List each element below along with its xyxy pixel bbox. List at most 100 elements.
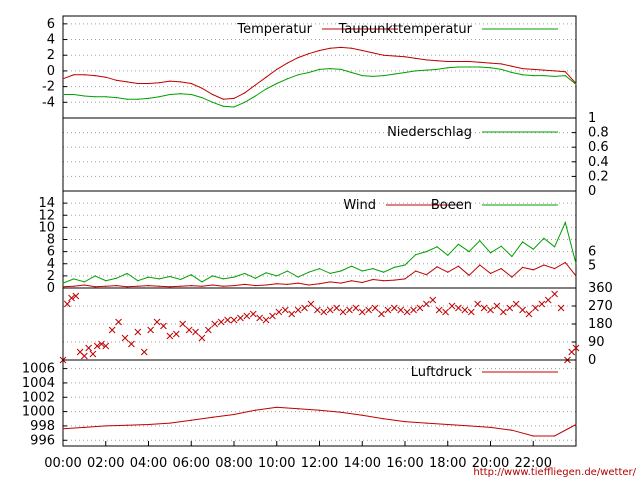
data-point-x — [544, 296, 552, 304]
data-point — [94, 75, 96, 77]
data-point — [115, 284, 118, 287]
data-point — [126, 272, 128, 275]
data-point-x — [85, 344, 93, 352]
data-point-x — [63, 300, 71, 308]
data-point — [532, 248, 534, 250]
data-point — [350, 280, 353, 282]
data-point — [554, 70, 556, 72]
y-tick-label: 6 — [47, 245, 55, 260]
data-point — [83, 95, 85, 97]
data-point-x — [442, 308, 449, 316]
data-point — [329, 281, 331, 283]
data-point — [361, 49, 363, 52]
data-point — [457, 265, 460, 267]
data-point-x — [166, 332, 174, 340]
y-tick-label: 12 — [38, 208, 55, 223]
data-point — [158, 82, 160, 84]
data-point — [212, 275, 214, 277]
data-point-x — [147, 326, 154, 334]
data-point — [244, 101, 246, 103]
data-point-x — [532, 304, 539, 312]
data-point-x — [429, 296, 437, 304]
x-tick-label: 02:00 — [87, 456, 124, 471]
data-point-x — [281, 306, 289, 314]
data-point-x — [256, 314, 264, 322]
data-point — [340, 282, 342, 284]
data-point-x — [390, 304, 398, 312]
legend-label: Niederschlag — [387, 125, 472, 140]
data-point-x — [102, 342, 110, 350]
data-point — [318, 49, 321, 52]
data-point — [404, 421, 406, 423]
data-point — [318, 283, 321, 285]
data-point — [190, 419, 192, 421]
data-point — [404, 278, 406, 280]
x-tick-label: 06:00 — [173, 456, 210, 471]
data-point — [489, 252, 492, 254]
data-point — [554, 246, 556, 248]
data-point — [532, 435, 534, 437]
data-point — [158, 96, 160, 98]
data-point — [233, 97, 235, 99]
data-point — [308, 71, 310, 74]
data-point — [425, 274, 427, 276]
data-point — [201, 281, 203, 283]
y-tick-label: 5 — [588, 259, 596, 274]
data-point — [115, 277, 118, 279]
data-point — [340, 46, 342, 48]
data-point-x — [269, 312, 276, 320]
data-point — [308, 284, 310, 286]
data-point — [340, 68, 342, 70]
data-point — [532, 75, 534, 77]
data-point — [276, 68, 278, 70]
data-point-x — [140, 348, 148, 356]
data-point — [575, 263, 577, 265]
data-point — [350, 265, 353, 267]
data-point — [137, 98, 139, 100]
y-tick-label: 1000 — [22, 405, 55, 420]
data-point — [286, 270, 289, 272]
data-point-x — [115, 318, 122, 326]
data-point-x — [519, 306, 526, 314]
data-point — [457, 66, 460, 68]
data-point — [158, 278, 160, 280]
data-point — [511, 255, 513, 258]
y-tick-label: 90 — [588, 335, 605, 350]
data-point — [254, 277, 256, 279]
data-point-x — [160, 322, 167, 330]
data-point — [222, 98, 224, 100]
x-tick-label: 12:00 — [301, 456, 338, 471]
data-point — [212, 101, 214, 103]
data-point — [169, 80, 171, 82]
data-point — [254, 409, 256, 411]
data-point — [222, 105, 224, 107]
data-point-x — [467, 308, 475, 316]
data-point — [329, 47, 331, 49]
data-point — [425, 59, 427, 61]
data-point — [222, 278, 224, 280]
data-point-x — [217, 318, 225, 326]
data-point-x — [423, 300, 430, 308]
data-point — [286, 283, 289, 285]
panel-pressure — [62, 359, 577, 447]
y-tick-label: 1004 — [22, 376, 55, 391]
data-point-x — [435, 306, 443, 314]
data-point — [479, 61, 481, 63]
data-point — [83, 74, 85, 76]
data-point-x — [358, 308, 366, 316]
data-point — [201, 87, 203, 89]
data-point — [404, 56, 406, 58]
data-point — [511, 276, 513, 278]
data-point-x — [461, 306, 469, 314]
data-point — [521, 241, 524, 243]
x-tick-label: 18:00 — [429, 456, 466, 471]
data-point — [83, 426, 85, 428]
data-point — [393, 73, 395, 75]
data-point — [265, 88, 267, 90]
legend-label: Luftdruck — [411, 365, 473, 380]
y-tick-label: 2 — [47, 48, 55, 63]
data-point — [393, 266, 395, 268]
data-point-x — [448, 302, 456, 310]
data-point — [532, 269, 534, 271]
